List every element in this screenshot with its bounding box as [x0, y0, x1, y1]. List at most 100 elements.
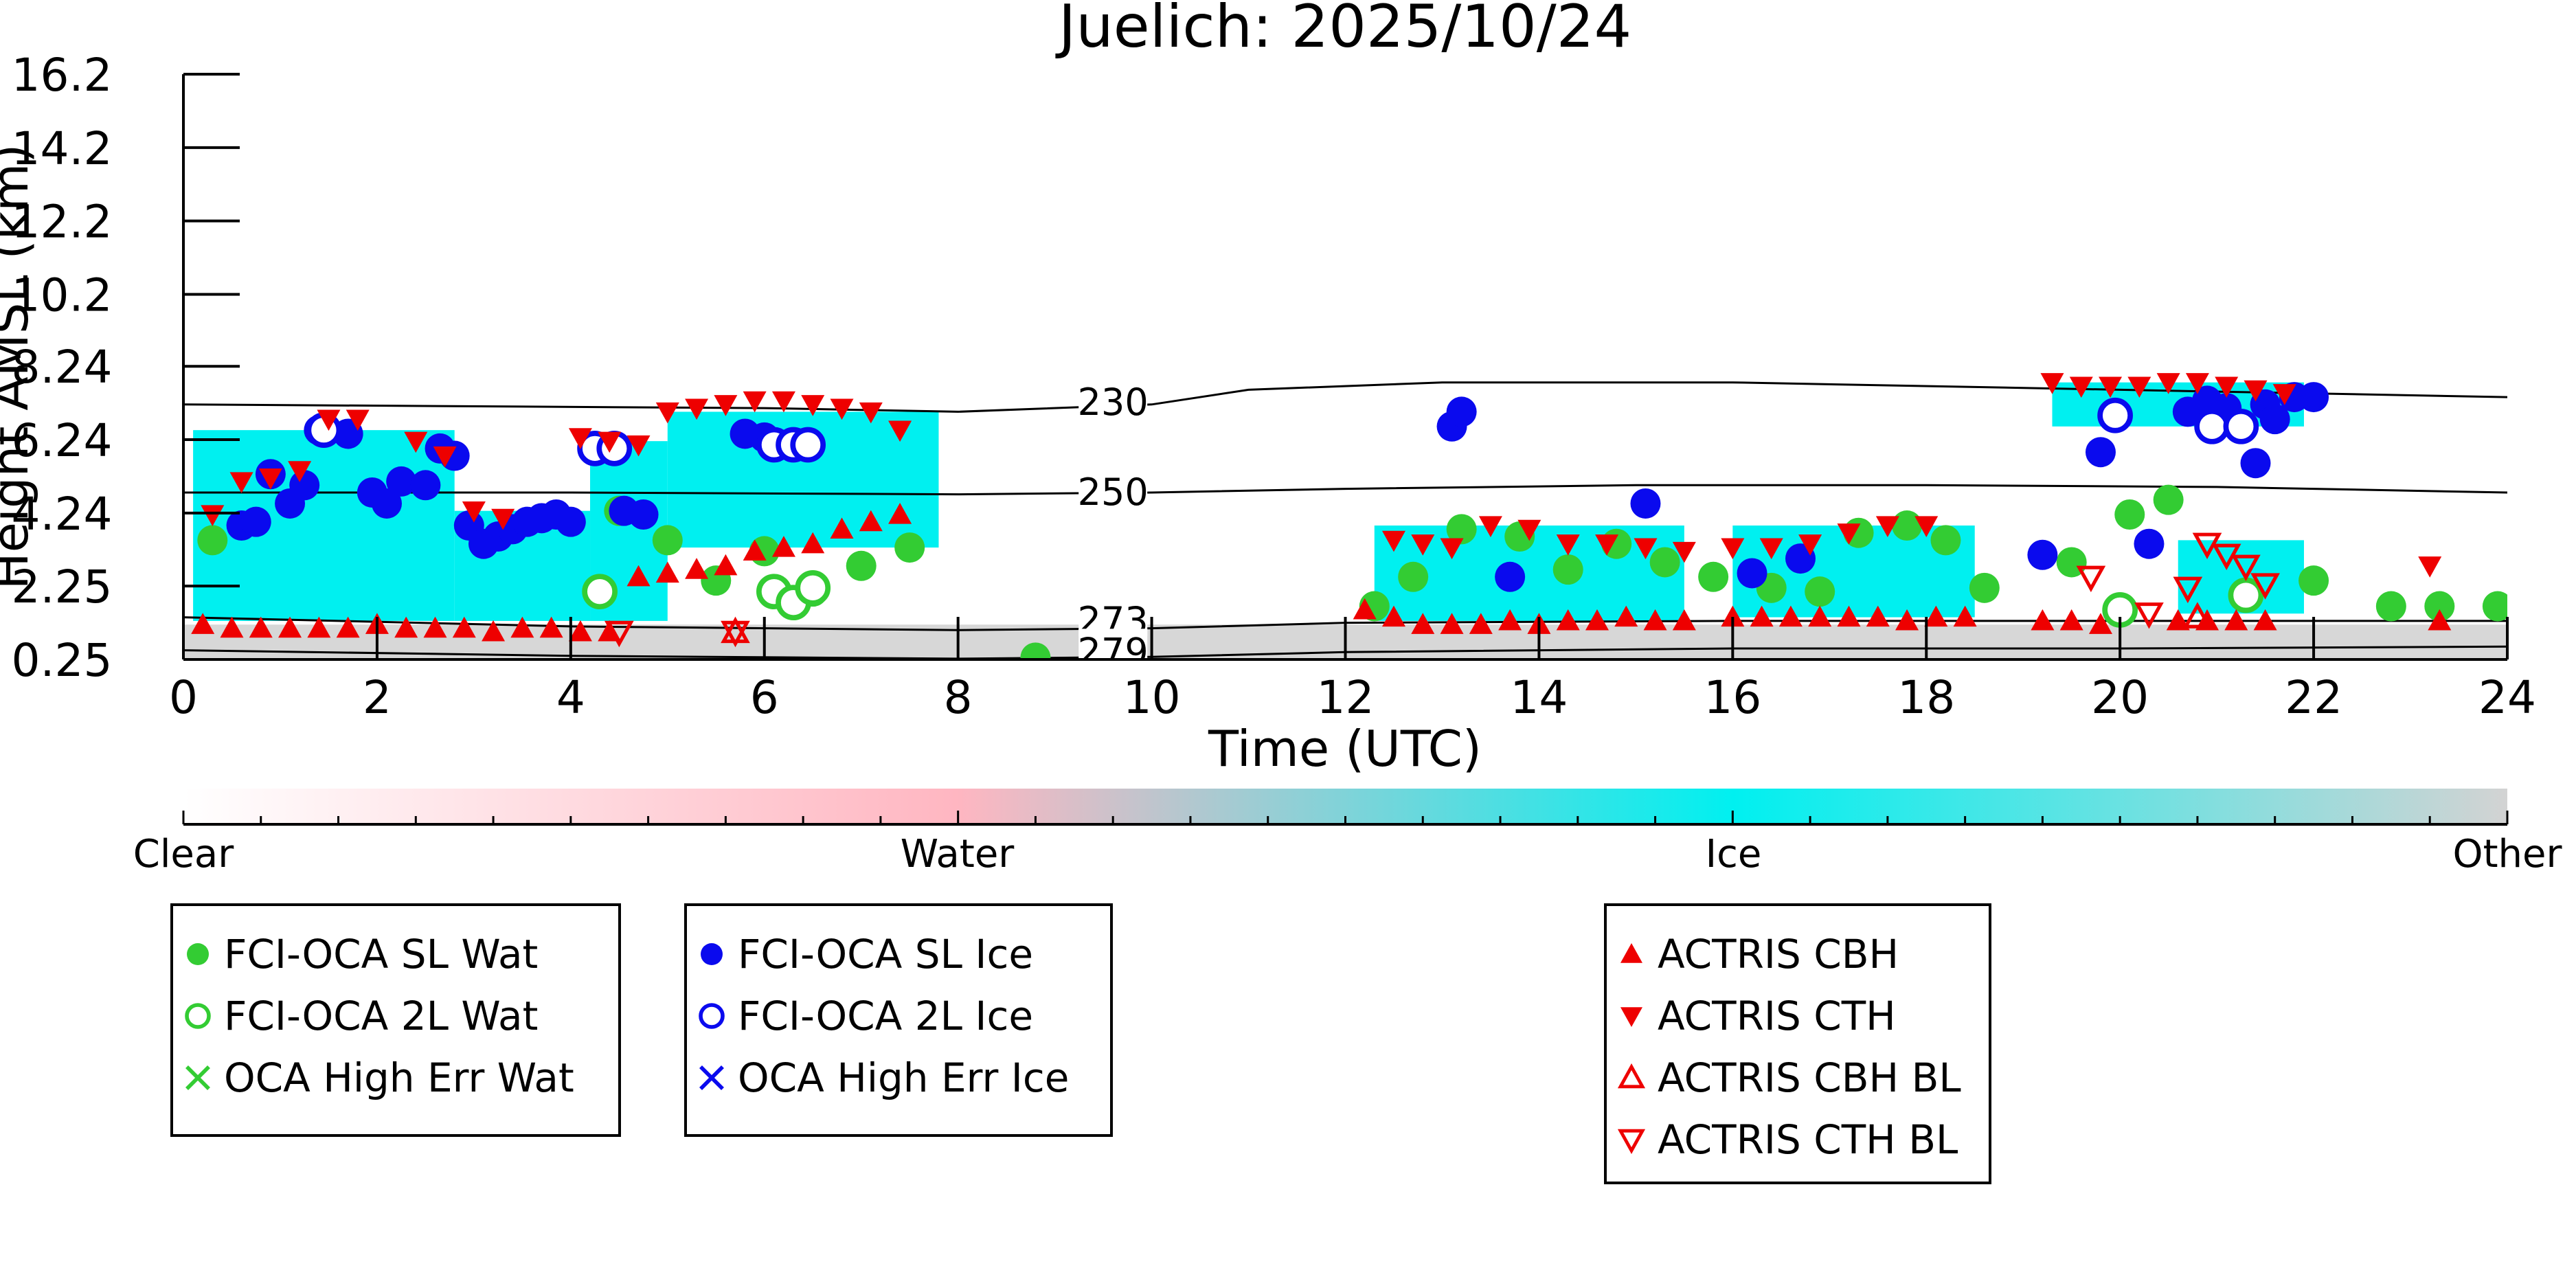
data-point	[1552, 554, 1583, 585]
legend: FCI-OCA SL Wat FCI-OCA 2L Wat OCA High Err…	[170, 903, 1991, 1184]
x-tick-label: 18	[1897, 671, 1955, 724]
data-point	[1672, 541, 1696, 563]
data-point	[859, 402, 883, 424]
data-point	[2231, 554, 2261, 582]
x-tick-label: 24	[2478, 671, 2536, 724]
data-point	[1737, 558, 1767, 589]
data-point	[655, 402, 679, 424]
data-point	[1498, 609, 1522, 631]
data-point	[288, 461, 312, 482]
data-point	[2424, 591, 2455, 622]
data-point	[2027, 539, 2058, 570]
data-point	[249, 616, 273, 638]
legend-label: OCA High Err Wat	[224, 1054, 574, 1101]
data-point	[1020, 642, 1051, 659]
isotherm-label-bg	[1078, 629, 1148, 659]
data-point	[1649, 547, 1680, 578]
data-point	[1798, 534, 1822, 556]
data-point	[317, 409, 341, 431]
data-point	[462, 501, 486, 523]
legend-box: FCI-OCA SL Ice FCI-OCA 2L Ice OCA High Err…	[684, 903, 1113, 1137]
data-point	[685, 398, 709, 420]
data-point	[2228, 577, 2264, 613]
data-point	[1469, 613, 1493, 634]
data-point	[626, 435, 651, 457]
isotherm-279	[183, 645, 2507, 659]
legend-box: ACTRIS CBH ACTRIS CTH ACTRIS CBH BL ACTRIS …	[1604, 903, 1991, 1184]
data-point	[201, 505, 225, 527]
data-point	[1595, 534, 1619, 556]
data-point	[568, 620, 592, 642]
data-point	[888, 503, 912, 524]
data-point	[2428, 609, 2452, 631]
data-point	[2182, 602, 2213, 629]
data-point	[510, 616, 534, 638]
data-point	[685, 558, 709, 579]
data-point	[410, 470, 441, 501]
colorbar-label: Ice	[1706, 832, 1762, 877]
data-point	[2127, 376, 2151, 398]
data-point	[1837, 605, 1861, 627]
data-point	[598, 431, 622, 453]
data-point	[2215, 376, 2239, 398]
legend-label: ACTRIS CBH BL	[1658, 1054, 1961, 1101]
data-point	[1866, 605, 1890, 627]
data-point	[714, 554, 738, 576]
data-point	[1381, 530, 1405, 552]
data-point	[1953, 605, 1977, 627]
isotherm-273	[183, 616, 2507, 631]
data-point	[582, 574, 618, 610]
data-point	[2224, 609, 2248, 631]
data-point	[801, 532, 825, 554]
legend-label: FCI-OCA 2L Ice	[738, 993, 1033, 1039]
data-point	[1750, 605, 1774, 627]
data-point	[452, 616, 476, 638]
series-actris-cth-bl	[604, 532, 2280, 648]
data-point	[652, 525, 683, 556]
series-actris-cbh	[191, 503, 2452, 642]
data-point	[1875, 516, 1899, 538]
data-point	[1837, 523, 1861, 545]
data-point	[1614, 605, 1638, 627]
data-point	[404, 431, 428, 453]
data-point	[1672, 609, 1696, 631]
data-point	[1440, 538, 1464, 560]
data-point	[714, 395, 738, 416]
x-tick-label: 0	[169, 671, 198, 724]
series-fci-oca-2l-ice	[306, 397, 2259, 466]
data-point	[1381, 605, 1405, 627]
legend-marker	[1620, 1007, 1642, 1027]
data-point	[1698, 561, 1729, 592]
data-point	[1914, 516, 1939, 538]
data-point	[258, 468, 282, 490]
legend-frame	[1604, 903, 1991, 1184]
x-tick-label: 8	[944, 671, 973, 724]
data-point	[433, 446, 457, 468]
legend-box: FCI-OCA SL Wat FCI-OCA 2L Wat OCA High Err…	[170, 903, 621, 1137]
data-point	[721, 620, 750, 648]
data-point	[1411, 534, 1435, 556]
data-point	[1556, 534, 1580, 556]
isotherm-label: 279	[1078, 630, 1149, 673]
data-point	[2250, 573, 2280, 600]
isotherm-label: 230	[1078, 381, 1149, 424]
data-point	[2298, 565, 2329, 596]
legend-marker	[1617, 1129, 1646, 1154]
data-point	[229, 472, 253, 493]
y-tick-label: 10.2	[12, 269, 113, 322]
data-point	[1440, 613, 1464, 634]
data-point	[771, 536, 795, 557]
data-point	[191, 613, 215, 634]
y-tick-label: 16.2	[12, 49, 113, 102]
y-tick-label: 14.2	[12, 122, 113, 175]
data-point	[482, 620, 506, 642]
data-point	[394, 616, 418, 638]
colorbar-label: Water	[901, 832, 1015, 877]
legend-label: FCI-OCA SL Ice	[738, 931, 1033, 978]
data-point	[2156, 373, 2180, 394]
data-point	[626, 565, 651, 587]
data-point	[894, 532, 925, 563]
data-point	[795, 569, 831, 606]
data-point	[743, 391, 767, 413]
